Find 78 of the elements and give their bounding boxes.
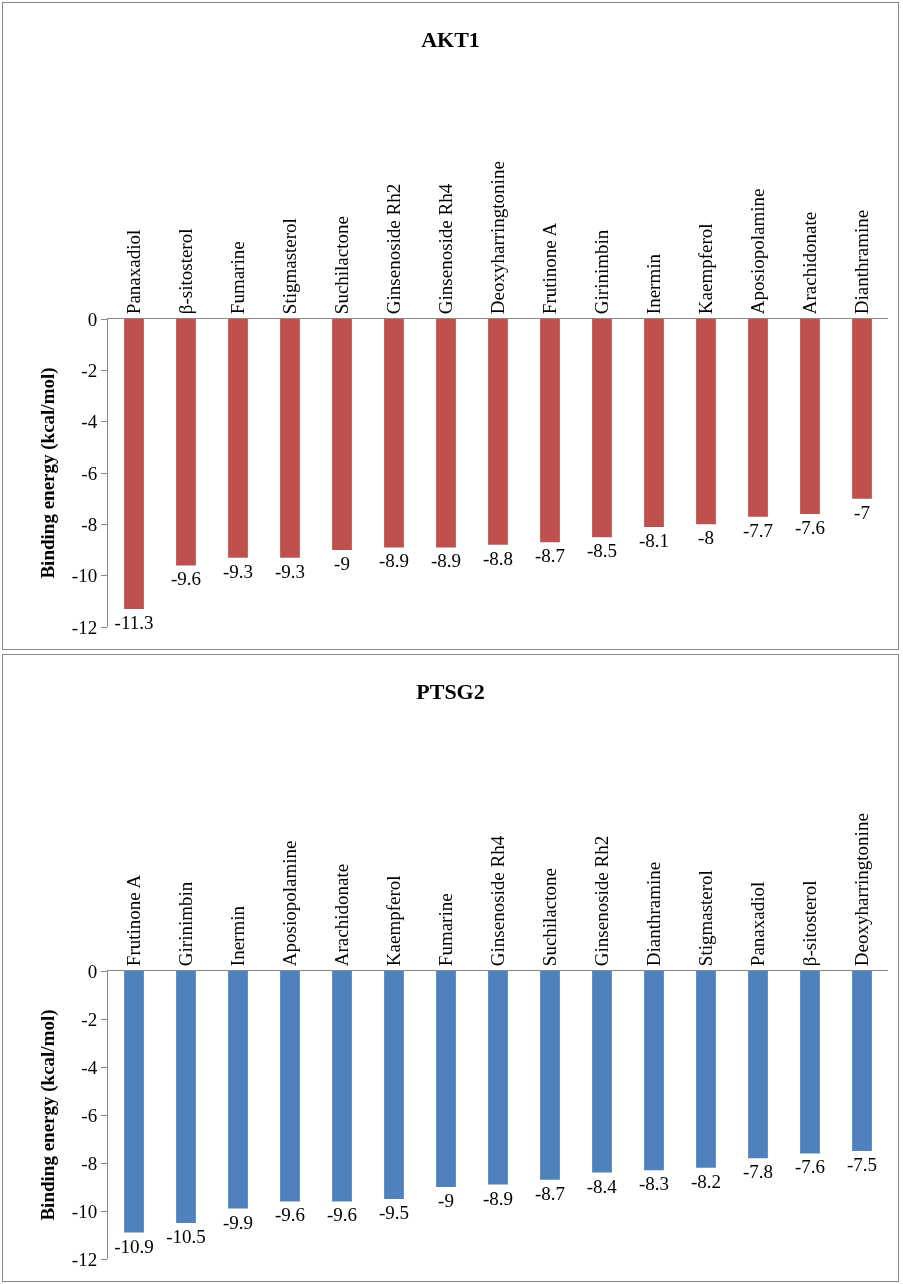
data-label: -10.5 <box>166 1226 206 1247</box>
data-label: -9.6 <box>326 1204 358 1226</box>
data-label: -7.8 <box>742 1161 774 1183</box>
y-tick-label: -12 <box>71 616 98 638</box>
x-tick-label: Deoxyharringtonine <box>851 813 873 967</box>
x-tick-label: Suchilactone <box>331 216 353 315</box>
y-tick-label: 0 <box>87 308 98 330</box>
data-label: -10.9 <box>114 1235 154 1257</box>
data-label: -7.6 <box>794 517 826 539</box>
data-label: -7.6 <box>794 1156 826 1178</box>
x-tick-label: Girinimbin <box>591 229 613 315</box>
y-tick-label: -8 <box>81 1152 98 1174</box>
x-tick-label: Frutinone A <box>539 222 561 315</box>
x-tick-label: Inermin <box>227 905 249 967</box>
data-label: -8.9 <box>482 1187 514 1209</box>
x-tick-label: Frutinone A <box>123 874 145 967</box>
x-tick-label: Arachidonate <box>799 211 821 315</box>
x-tick-label: Deoxyharringtonine <box>487 161 509 315</box>
x-tick-label: Fumarine <box>227 241 249 315</box>
data-label: -9.6 <box>274 1204 306 1226</box>
y-tick-label: -10 <box>71 565 98 587</box>
data-label: -8.9 <box>378 550 410 572</box>
data-label: -9 <box>334 553 350 574</box>
x-tick-label: Ginsenoside Rh2 <box>591 835 613 967</box>
data-label: -9.3 <box>274 560 306 582</box>
y-axis-title: Binding energy (kcal/mol) <box>36 367 59 579</box>
y-tick-label: -12 <box>71 1248 98 1270</box>
y-tick-label: -2 <box>81 359 98 381</box>
data-label: -8.2 <box>690 1170 722 1192</box>
data-label: -8.3 <box>638 1173 670 1195</box>
data-label: -7.5 <box>846 1154 878 1175</box>
x-tick-label: Suchilactone <box>539 868 561 967</box>
y-tick-label: -4 <box>81 1056 98 1078</box>
data-label: -8.5 <box>586 540 618 562</box>
x-tick-label: Aposiopolamine <box>279 840 301 967</box>
chart-title: PTSG2 <box>416 678 485 704</box>
y-tick-label: -6 <box>81 462 98 484</box>
data-label: -8.8 <box>482 547 514 569</box>
x-tick-label: Kaempferol <box>695 223 717 315</box>
y-axis-title: Binding energy (kcal/mol) <box>36 1009 59 1221</box>
x-tick-label: Dianthramine <box>851 209 873 315</box>
y-tick-label: 0 <box>87 960 98 982</box>
data-label: -9.6 <box>170 568 202 590</box>
y-tick-label: -6 <box>81 1104 98 1126</box>
data-label: -7.7 <box>742 519 774 541</box>
x-tick-label: Girinimbin <box>175 881 197 967</box>
x-tick-label: Stigmasterol <box>279 218 301 315</box>
y-tick-label: -2 <box>81 1008 98 1030</box>
x-tick-label: Fumarine <box>435 893 457 967</box>
data-label: -9 <box>438 1190 454 1211</box>
data-label: -8.4 <box>586 1175 618 1197</box>
x-tick-label: Stigmasterol <box>695 870 717 967</box>
x-tick-label: Kaempferol <box>383 875 405 967</box>
x-tick-label: Panaxadiol <box>123 229 145 315</box>
x-tick-label: β-sitosterol <box>799 880 821 967</box>
x-tick-label: Inermin <box>643 253 665 315</box>
data-label: -11.3 <box>114 612 154 634</box>
x-tick-label: Ginsenoside Rh4 <box>435 183 457 315</box>
x-tick-label: Aposiopolamine <box>747 188 769 315</box>
data-label: -9.9 <box>222 1211 254 1233</box>
data-label: -8.7 <box>534 1182 566 1204</box>
y-tick-label: -4 <box>81 411 98 433</box>
data-label: -8.7 <box>534 545 566 567</box>
x-tick-label: Panaxadiol <box>747 881 769 967</box>
x-tick-label: β-sitosterol <box>175 228 197 315</box>
data-label: -8.1 <box>638 529 670 551</box>
x-tick-label: Arachidonate <box>331 863 353 967</box>
x-tick-label: Ginsenoside Rh4 <box>487 835 509 967</box>
y-tick-label: -8 <box>81 513 98 535</box>
y-tick-label: -10 <box>71 1200 98 1222</box>
data-label: -8.9 <box>430 550 462 572</box>
data-label: -7 <box>854 501 870 523</box>
data-label: -8 <box>698 527 714 549</box>
x-tick-label: Dianthramine <box>643 861 665 967</box>
data-label: -9.5 <box>378 1202 410 1223</box>
chart-title: AKT1 <box>421 27 480 53</box>
x-tick-label: Ginsenoside Rh2 <box>383 183 405 315</box>
data-label: -9.3 <box>222 560 254 582</box>
